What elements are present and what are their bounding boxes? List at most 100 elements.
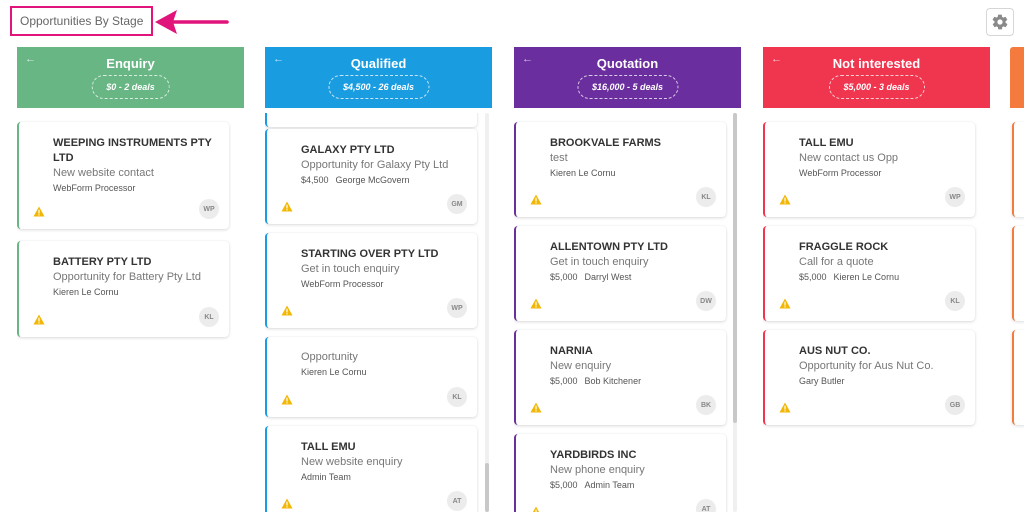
column-summary: $4,500 - 26 deals xyxy=(327,75,430,99)
next-column-header-edge xyxy=(1010,47,1024,108)
opportunity-card[interactable]: TALL EMU New contact us Opp WebForm Proces… xyxy=(763,122,975,217)
pointer-arrow xyxy=(155,10,229,34)
stage-column: ← Qualified $4,500 - 26 deals GALAXY PTY LT… xyxy=(265,47,492,512)
card-description: New website enquiry xyxy=(301,456,403,468)
card-description: test xyxy=(550,152,568,164)
opportunity-card-partial[interactable] xyxy=(265,113,477,127)
column-title: Enquiry xyxy=(106,56,155,71)
avatar[interactable]: WP xyxy=(945,187,965,207)
card-company-name: BROOKVALE FARMS xyxy=(550,137,662,149)
card-company-name: TALL EMU xyxy=(799,137,854,149)
card-owner: WebForm Processor xyxy=(301,279,384,289)
next-column-card-edge xyxy=(1012,226,1024,321)
kanban-board: ← Enquiry $0 - 2 deals WEEPING INSTRUMENTS … xyxy=(0,47,1024,512)
page-title: Opportunities By Stage xyxy=(10,6,154,36)
card-meta: Gary Butler xyxy=(799,376,845,386)
column-header[interactable]: ← Not interested $5,000 - 3 deals xyxy=(763,47,990,108)
avatar[interactable]: KL xyxy=(199,307,219,327)
avatar[interactable]: DW xyxy=(696,291,716,311)
avatar[interactable]: KL xyxy=(696,187,716,207)
card-owner: WebForm Processor xyxy=(53,183,136,193)
card-list: TALL EMU New contact us Opp WebForm Proces… xyxy=(763,113,990,512)
next-stage-column-edge[interactable] xyxy=(1010,47,1024,512)
back-arrow-icon[interactable]: ← xyxy=(771,53,782,65)
warning-icon xyxy=(33,314,45,325)
avatar[interactable]: GB xyxy=(945,395,965,415)
scrollbar-thumb[interactable] xyxy=(485,463,489,512)
column-header[interactable]: ← Qualified $4,500 - 26 deals xyxy=(265,47,492,108)
opportunity-card[interactable]: WEEPING INSTRUMENTS PTY LTD New website c… xyxy=(17,122,229,229)
column-scrollbar[interactable] xyxy=(485,113,489,512)
avatar[interactable]: WP xyxy=(447,298,467,318)
warning-icon xyxy=(532,506,540,512)
card-owner: Kieren Le Cornu xyxy=(550,168,616,178)
card-description: New phone enquiry xyxy=(550,464,645,476)
warning-icon xyxy=(281,305,293,316)
card-owner: George McGovern xyxy=(335,175,410,185)
card-amount: $4,500 xyxy=(301,175,329,185)
card-amount: $5,000 xyxy=(799,272,827,282)
column-scrollbar[interactable] xyxy=(733,113,737,512)
column-header[interactable]: ← Enquiry $0 - 2 deals xyxy=(17,47,244,108)
card-description: New contact us Opp xyxy=(799,152,899,164)
card-description: Call for a quote xyxy=(799,256,874,268)
opportunity-card[interactable]: BROOKVALE FARMS test Kieren Le Cornu KL xyxy=(514,122,726,217)
gear-icon xyxy=(992,14,1008,30)
avatar[interactable]: AT xyxy=(696,499,716,512)
avatar[interactable]: BK xyxy=(696,395,716,415)
avatar[interactable]: AT xyxy=(447,491,467,511)
card-list: GALAXY PTY LTD Opportunity for Galaxy Pty… xyxy=(265,113,492,512)
card-description: Get in touch enquiry xyxy=(550,256,649,268)
opportunity-card[interactable]: GALAXY PTY LTD Opportunity for Galaxy Pty… xyxy=(265,129,477,224)
card-amount: $5,000 xyxy=(550,272,578,282)
page-header: Opportunities By Stage xyxy=(0,0,1024,44)
column-summary: $16,000 - 5 deals xyxy=(576,75,679,99)
back-arrow-icon[interactable]: ← xyxy=(522,53,533,65)
card-amount: $5,000 xyxy=(550,480,578,490)
card-meta: $5,000 Admin Team xyxy=(550,480,634,490)
opportunity-card[interactable]: STARTING OVER PTY LTD Get in touch enquir… xyxy=(265,233,477,328)
card-company-name: YARDBIRDS INC xyxy=(550,449,637,461)
opportunity-card[interactable]: YARDBIRDS INC New phone enquiry $5,000 Admi… xyxy=(514,434,726,512)
settings-button[interactable] xyxy=(986,8,1014,36)
back-arrow-icon[interactable]: ← xyxy=(25,53,36,65)
opportunity-card[interactable]: AUS NUT CO. Opportunity for Aus Nut Co. Ga… xyxy=(763,330,975,425)
back-arrow-icon[interactable]: ← xyxy=(273,53,284,65)
opportunity-card[interactable]: BATTERY PTY LTD Opportunity for Battery P… xyxy=(17,241,229,337)
card-owner: Admin Team xyxy=(584,480,635,490)
card-meta: $4,500 George McGovern xyxy=(301,175,410,185)
next-column-card-edge xyxy=(1012,122,1024,217)
column-title: Qualified xyxy=(350,56,407,71)
card-meta: WebForm Processor xyxy=(799,168,881,178)
avatar[interactable]: KL xyxy=(945,291,965,311)
warning-icon xyxy=(530,298,542,309)
card-description: Opportunity for Aus Nut Co. xyxy=(799,360,934,372)
opportunity-card[interactable]: NARNIA New enquiry $5,000 Bob Kitchener BK xyxy=(514,330,726,425)
card-meta: Admin Team xyxy=(301,472,351,482)
card-meta: Kieren Le Cornu xyxy=(53,287,119,297)
card-company-name: NARNIA xyxy=(550,345,593,357)
avatar[interactable]: GM xyxy=(447,194,467,214)
card-list: WEEPING INSTRUMENTS PTY LTD New website c… xyxy=(17,113,244,512)
card-meta: $5,000 Bob Kitchener xyxy=(550,376,641,386)
opportunity-card[interactable]: Opportunity Kieren Le Cornu KL xyxy=(265,337,477,417)
warning-icon xyxy=(779,298,791,309)
scrollbar-thumb[interactable] xyxy=(733,113,737,423)
opportunity-card[interactable]: ALLENTOWN PTY LTD Get in touch enquiry $5,… xyxy=(514,226,726,321)
column-summary: $0 - 2 deals xyxy=(91,75,170,99)
card-owner: Admin Team xyxy=(301,472,351,482)
stage-column: ← Quotation $16,000 - 5 deals BROOKVALE FAR… xyxy=(514,47,741,512)
card-meta: WebForm Processor xyxy=(301,279,383,289)
warning-icon xyxy=(530,402,542,413)
card-company-name: GALAXY PTY LTD xyxy=(301,144,395,156)
opportunity-card[interactable]: TALL EMU New website enquiry Admin Team AT xyxy=(265,426,477,512)
card-description: Opportunity for Battery Pty Ltd xyxy=(53,271,201,283)
warning-icon xyxy=(33,206,45,217)
warning-icon xyxy=(281,201,293,212)
avatar[interactable]: KL xyxy=(447,387,467,407)
avatar[interactable]: WP xyxy=(199,199,219,219)
column-title: Not interested xyxy=(832,56,921,71)
opportunity-card[interactable]: FRAGGLE ROCK Call for a quote $5,000 Kieren… xyxy=(763,226,975,321)
column-header[interactable]: ← Quotation $16,000 - 5 deals xyxy=(514,47,741,108)
card-meta: Kieren Le Cornu xyxy=(550,168,616,178)
